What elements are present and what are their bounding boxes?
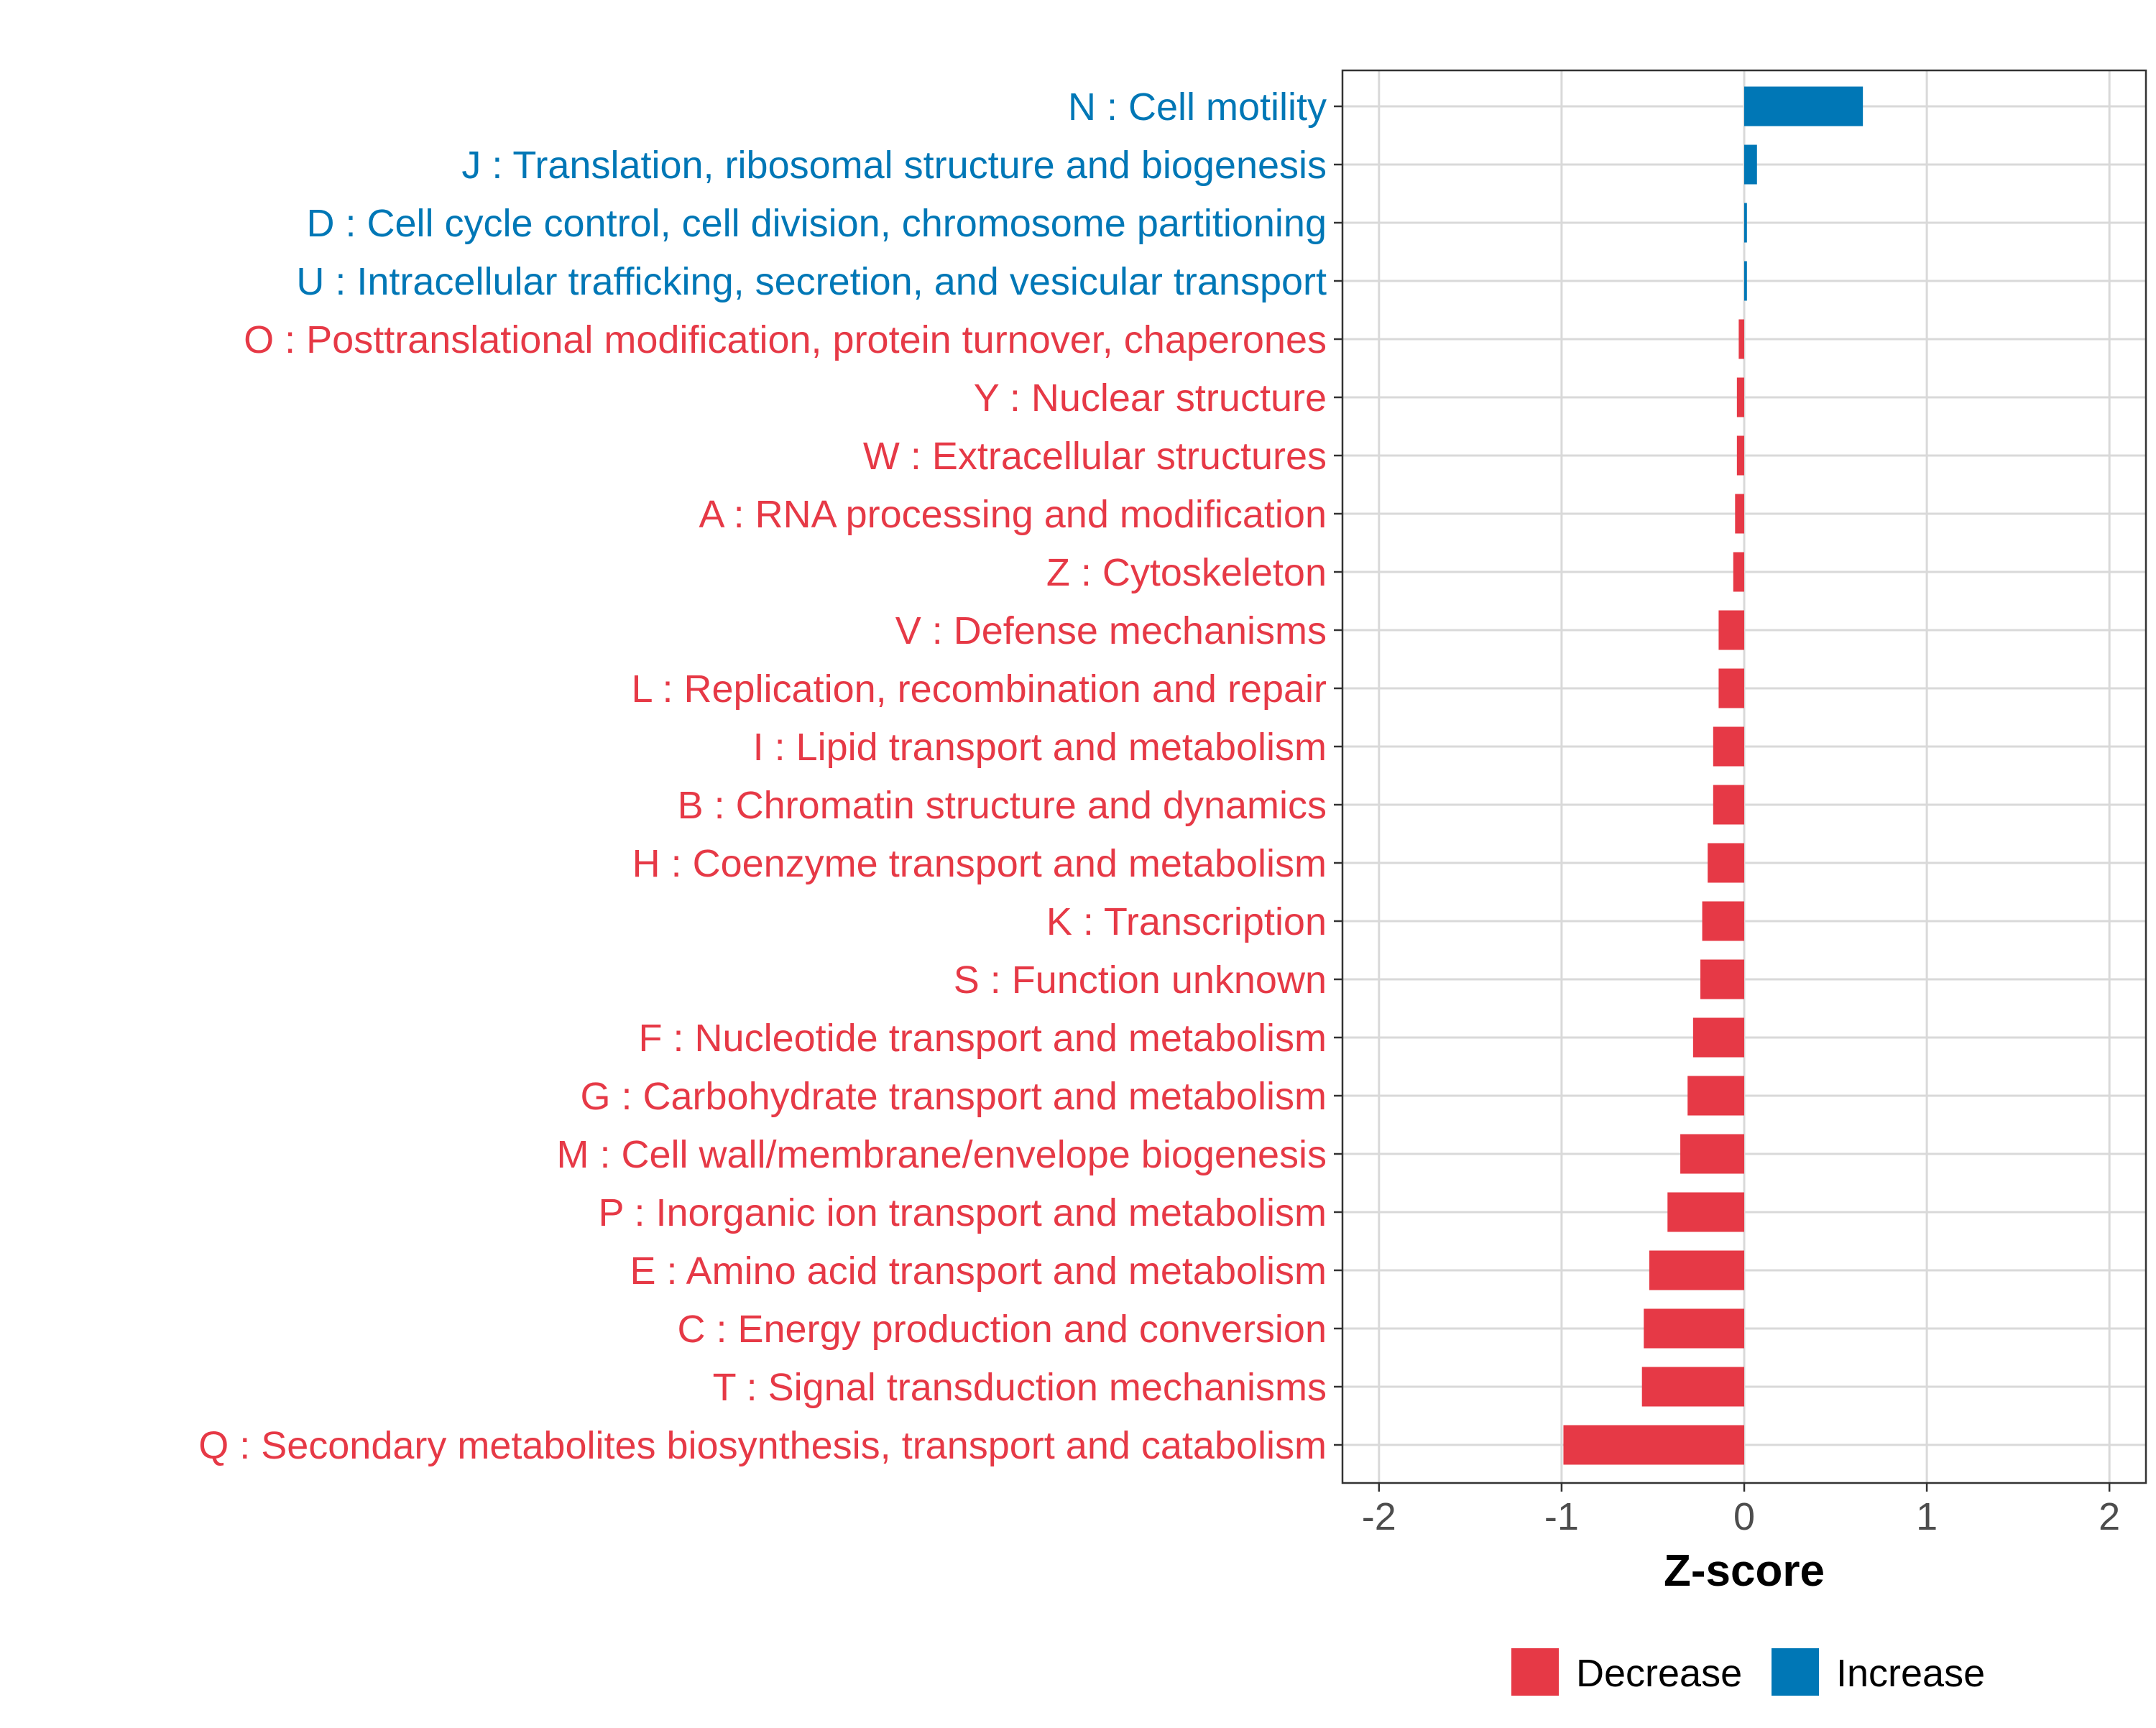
bar <box>1736 435 1744 476</box>
bar <box>1708 843 1744 883</box>
category-label: J : Translation, ribosomal structure and… <box>461 144 1327 187</box>
x-axis-ticks <box>1378 1483 2111 1492</box>
x-tick-label: 2 <box>2099 1495 2120 1538</box>
category-label: I : Lipid transport and metabolism <box>753 726 1327 769</box>
category-label: S : Function unknown <box>954 958 1327 1002</box>
bar <box>1649 1250 1744 1290</box>
category-label: U : Intracellular trafficking, secretion… <box>296 260 1327 303</box>
bar <box>1718 610 1744 650</box>
category-label: T : Signal transduction mechanisms <box>713 1366 1327 1409</box>
bar <box>1692 1017 1744 1058</box>
category-label: B : Chromatin structure and dynamics <box>678 784 1327 827</box>
bar <box>1644 1308 1744 1349</box>
y-axis-labels: N : Cell motility J : Translation, riboso… <box>198 86 1327 1467</box>
bar <box>1680 1134 1744 1174</box>
legend: Decrease Increase <box>1511 1648 1985 1696</box>
category-label: E : Amino acid transport and metabolism <box>630 1249 1327 1293</box>
legend-label-decrease: Decrease <box>1576 1652 1742 1695</box>
x-axis-title: Z-score <box>1664 1546 1825 1596</box>
category-label: M : Cell wall/membrane/envelope biogenes… <box>556 1133 1327 1176</box>
legend-label-increase: Increase <box>1836 1652 1985 1695</box>
bar <box>1735 494 1744 534</box>
category-label: C : Energy production and conversion <box>677 1308 1327 1351</box>
category-label: Y : Nuclear structure <box>974 376 1327 420</box>
bar <box>1563 1425 1744 1465</box>
bars <box>1563 86 1864 1465</box>
bar <box>1744 261 1747 301</box>
category-label: K : Transcription <box>1046 900 1327 943</box>
legend-swatch-increase <box>1772 1648 1819 1696</box>
bar <box>1744 144 1757 185</box>
bar <box>1713 785 1744 825</box>
bar <box>1713 726 1744 767</box>
x-tick-label: 1 <box>1916 1495 1938 1538</box>
category-label: G : Carbohydrate transport and metabolis… <box>581 1075 1327 1118</box>
category-label: F : Nucleotide transport and metabolism <box>639 1017 1327 1060</box>
bar <box>1718 668 1744 708</box>
legend-swatch-decrease <box>1511 1648 1559 1696</box>
bar <box>1744 86 1864 126</box>
y-axis-ticks <box>1334 105 1342 1446</box>
bar <box>1736 377 1744 417</box>
bar <box>1744 203 1747 243</box>
bar <box>1641 1367 1744 1407</box>
x-tick-label: -2 <box>1362 1495 1396 1538</box>
bar <box>1687 1076 1744 1116</box>
category-label: W : Extracellular structures <box>863 435 1327 478</box>
bar <box>1700 959 1744 999</box>
category-label: N : Cell motility <box>1068 86 1327 129</box>
category-label: A : RNA processing and modification <box>699 493 1327 536</box>
bar <box>1738 319 1744 359</box>
category-label: O : Posttranslational modification, prot… <box>244 318 1327 361</box>
category-label: L : Replication, recombination and repai… <box>631 667 1327 711</box>
category-label: Q : Secondary metabolites biosynthesis, … <box>198 1424 1327 1467</box>
category-label: P : Inorganic ion transport and metaboli… <box>598 1191 1327 1234</box>
category-label: D : Cell cycle control, cell division, c… <box>306 202 1327 245</box>
category-label: Z : Cytoskeleton <box>1046 551 1327 594</box>
bar <box>1667 1192 1744 1232</box>
category-label: H : Coenzyme transport and metabolism <box>632 842 1327 885</box>
x-axis-tick-labels: -2 -1 0 1 2 <box>1362 1495 2120 1538</box>
bar <box>1733 552 1744 592</box>
x-tick-label: 0 <box>1733 1495 1755 1538</box>
bar <box>1702 901 1744 941</box>
category-label: V : Defense mechanisms <box>895 609 1327 652</box>
x-tick-label: -1 <box>1544 1495 1579 1538</box>
